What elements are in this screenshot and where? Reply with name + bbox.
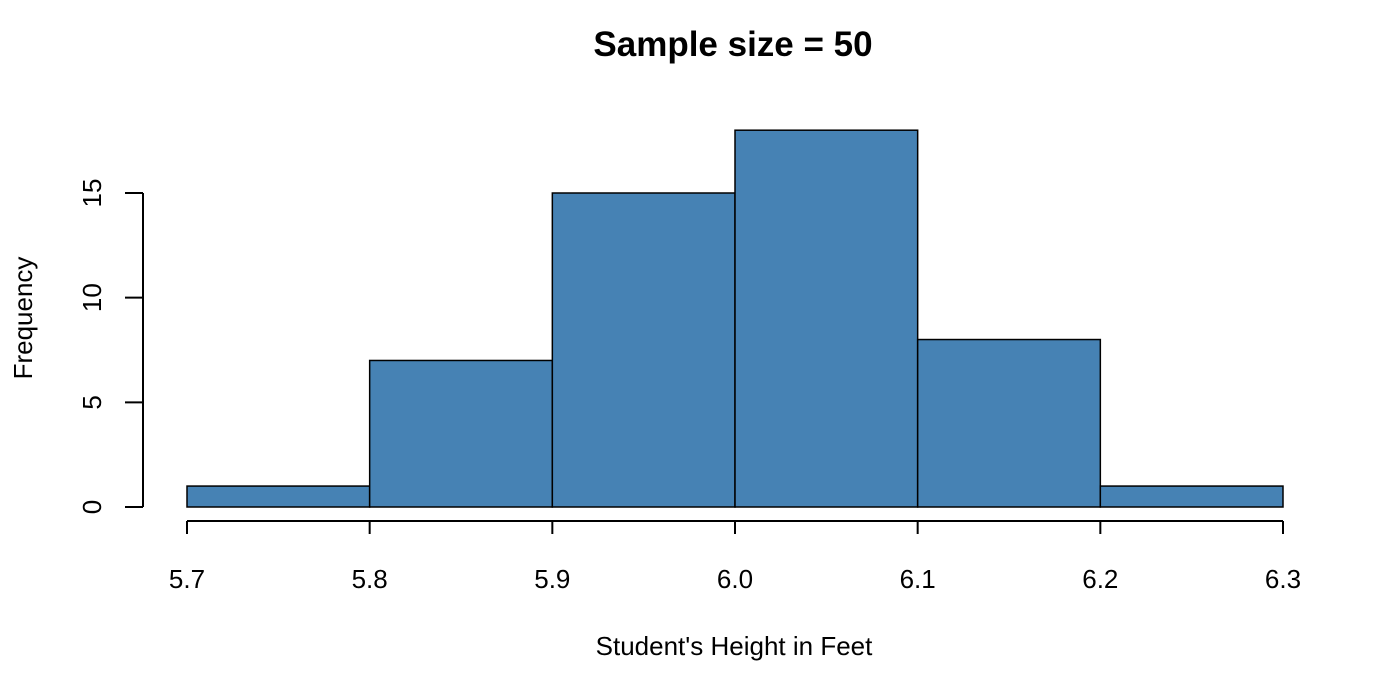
- y-tick-label: 15: [77, 179, 107, 208]
- x-tick-label: 5.7: [169, 564, 205, 594]
- y-tick-label: 5: [77, 395, 107, 409]
- y-axis-label: Frequency: [8, 257, 38, 380]
- histogram-bar: [551, 192, 736, 508]
- y-axis: 0 5 10 15: [77, 179, 144, 514]
- x-tick-label: 5.8: [352, 564, 388, 594]
- x-axis-label: Student's Height in Feet: [596, 631, 873, 661]
- y-tick-label: 0: [77, 500, 107, 514]
- bars-group: [186, 129, 1284, 508]
- chart-title: Sample size = 50: [593, 25, 872, 64]
- x-tick-label: 6.3: [1265, 564, 1301, 594]
- x-tick-label: 6.0: [717, 564, 753, 594]
- x-axis: 5.7 5.8 5.9 6.0 6.1 6.2 6.3: [169, 520, 1301, 594]
- histogram-bar: [734, 129, 919, 508]
- histogram-bar: [368, 359, 554, 508]
- histogram-bar: [186, 485, 371, 508]
- histogram-bar: [1099, 485, 1284, 508]
- y-tick-label: 10: [77, 283, 107, 312]
- histogram-bar: [916, 338, 1102, 508]
- x-tick-label: 6.2: [1082, 564, 1118, 594]
- x-tick-label: 6.1: [900, 564, 936, 594]
- x-tick-label: 5.9: [534, 564, 570, 594]
